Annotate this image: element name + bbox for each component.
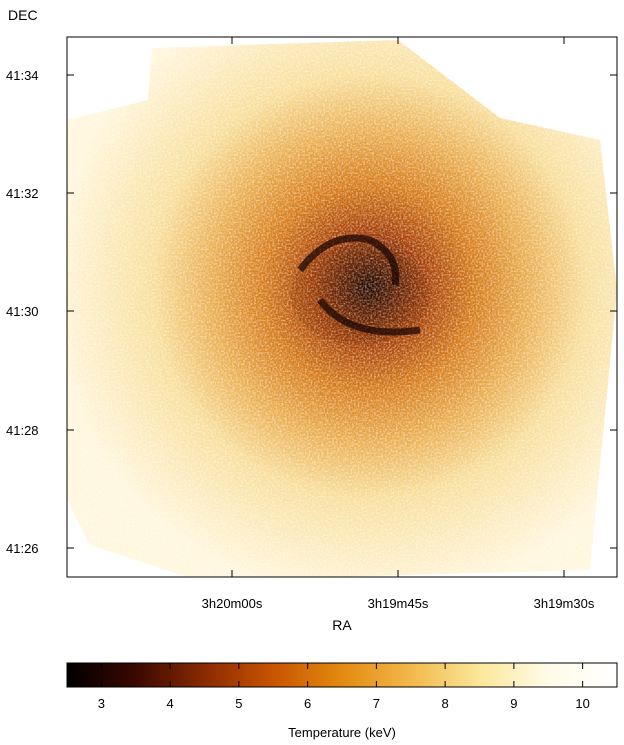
cool-core-arc xyxy=(297,234,421,336)
y-tick-label: 41:26 xyxy=(6,541,39,556)
y-tick-label: 41:34 xyxy=(6,68,39,83)
y-tick-label: 41:28 xyxy=(6,423,39,438)
colorbar-tick-label: 7 xyxy=(373,696,380,711)
colorbar-tick-label: 8 xyxy=(442,696,449,711)
plot-frame xyxy=(66,36,618,578)
colorbar-tick-label: 9 xyxy=(510,696,517,711)
colorbar-tick-label: 6 xyxy=(304,696,311,711)
colorbar-gradient xyxy=(66,662,618,688)
colorbar-tick-label: 5 xyxy=(235,696,242,711)
colorbar-tick-label: 10 xyxy=(575,696,589,711)
x-tick-label: 3h19m30s xyxy=(534,596,595,611)
x-tick-label: 3h19m45s xyxy=(368,596,429,611)
heatmap-image xyxy=(67,40,617,577)
colorbar: 3 4 5 6 7 8 9 10 xyxy=(66,662,618,711)
axis-ticks xyxy=(67,37,617,577)
y-axis-title: DEC xyxy=(8,7,38,23)
y-tick-label: 41:30 xyxy=(6,304,39,319)
colorbar-tick-label: 4 xyxy=(167,696,174,711)
colorbar-label: Temperature (keV) xyxy=(288,725,396,740)
x-tick-label: 3h20m00s xyxy=(202,596,263,611)
x-axis-title: RA xyxy=(332,617,352,633)
colorbar-tick-label: 3 xyxy=(98,696,105,711)
y-tick-label: 41:32 xyxy=(6,186,39,201)
